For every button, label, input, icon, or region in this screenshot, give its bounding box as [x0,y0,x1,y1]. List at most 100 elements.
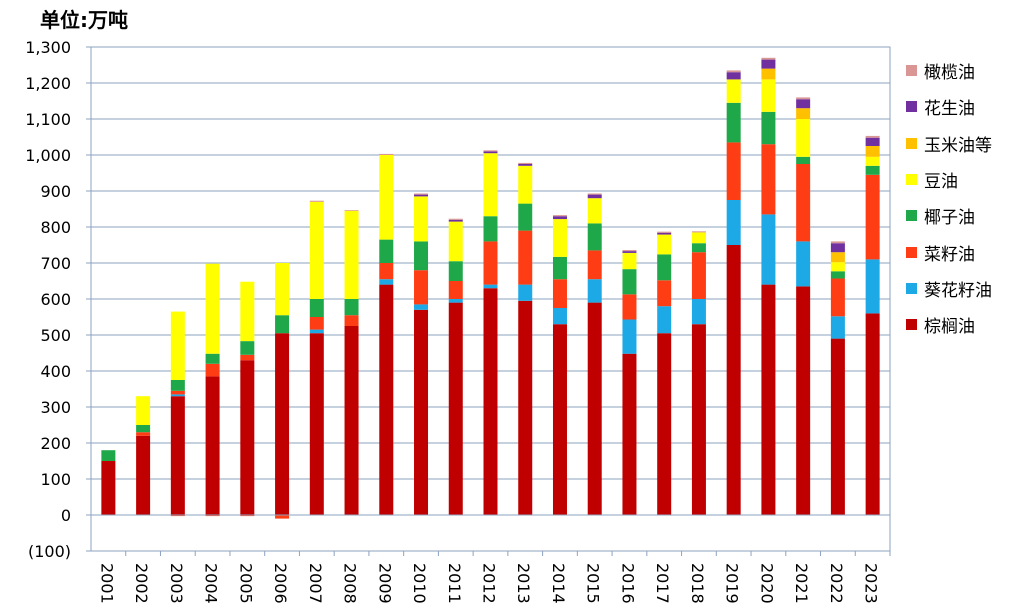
y-tick-label: 500 [40,326,71,345]
bar-segment [587,198,602,224]
bar-segment [205,376,220,515]
y-tick-label: 1,000 [25,146,71,165]
bar-segment [865,165,880,175]
bar-segment [587,302,602,515]
bar-segment [552,219,567,257]
bar-segment-negative [170,515,185,517]
bar-segment [136,432,151,436]
bar-segment [830,338,845,515]
bar-segment [309,317,324,330]
legend-swatch [906,210,917,222]
bar-segment [587,193,602,195]
bar-segment [518,300,533,515]
y-tick-label: 0 [61,506,71,525]
bar-segment [691,324,706,515]
bar-segment [344,210,359,211]
x-tick-label: 2023 [862,563,881,604]
x-tick-label: 2015 [584,563,603,604]
bar-segment [414,309,429,515]
bar-segment [170,396,185,515]
y-tick-label: 1,300 [25,38,71,57]
bar-segment [414,193,429,195]
bar-segment [205,353,220,364]
bars [101,57,880,519]
x-tick-label: 2020 [757,563,776,604]
bar-segment [483,216,498,242]
bar-segment [309,329,324,334]
bar-segment [587,194,602,199]
y-tick-label: 800 [40,218,71,237]
bar-segment [691,252,706,299]
bar-segment [830,241,845,244]
bar-segment [379,284,394,515]
bar-segment [448,219,463,222]
bar-segment [518,284,533,301]
bar-segment [726,79,741,103]
bar-segment [726,200,741,245]
bar-segment [240,341,255,355]
bar-segment [657,280,672,307]
x-tick-label: 2022 [827,563,846,604]
bar-segment [761,111,776,145]
legend-label: 棕榈油 [924,317,975,338]
legend-label: 豆油 [924,171,958,192]
bar-segment [136,425,151,433]
x-tick-label: 2003 [167,563,186,604]
bar-segment [379,279,394,285]
bar-segment [761,284,776,515]
bar-segment-negative [275,515,290,519]
y-tick-label: 400 [40,362,71,381]
axes [86,46,891,556]
bar-segment [587,250,602,280]
bar-segment [726,72,741,80]
bar-segment [518,164,533,166]
legend-label: 菜籽油 [924,244,975,265]
bar-segment [101,450,116,461]
bar-segment [796,97,811,100]
bar-segment [796,156,811,164]
bar-segment [865,259,880,314]
bar-segment [552,215,567,217]
y-tick-label: 100 [40,470,71,489]
bar-segment [170,311,185,380]
bar-segment [136,396,151,425]
bar-segment [657,254,672,281]
bar-segment [483,151,498,154]
bar-segment [448,302,463,515]
bar-segment [483,284,498,289]
bar-segment [830,262,845,272]
bar-segment [240,354,255,361]
x-tick-label: 2021 [792,563,811,604]
bar-segment [483,150,498,152]
bar-segment [830,278,845,317]
bar-segment [657,306,672,334]
legend-swatch [906,137,917,149]
bar-segment [240,360,255,515]
bar-segment [240,281,255,342]
bar-segment [518,165,533,204]
bar-segment [622,353,637,515]
bar-segment [552,324,567,515]
bar-segment [587,223,602,251]
bar-segment [761,214,776,285]
bar-segment [414,304,429,310]
x-tick-label: 2008 [341,563,360,604]
legend-swatch [906,65,917,76]
bar-segment [865,313,880,515]
bar-segment [448,281,463,299]
x-tick-label: 2014 [549,563,568,604]
legend-label: 橄榄油 [924,63,975,83]
y-tick-labels: (100) 0 100 200 300 400 500 600 700 800 900 1,000 1,… [25,38,71,561]
bar-segment [865,174,880,260]
legend-label: 花生油 [924,99,975,120]
bar-segment [622,319,637,354]
bar-segment [830,252,845,263]
bar-segment [483,241,498,285]
bar-segment [170,390,185,395]
bar-segment [414,196,429,242]
bar-segment [796,286,811,515]
bar-segment [344,315,359,326]
legend-swatch [906,173,917,185]
bar-segment [691,232,706,244]
x-tick-label: 2010 [410,563,429,604]
